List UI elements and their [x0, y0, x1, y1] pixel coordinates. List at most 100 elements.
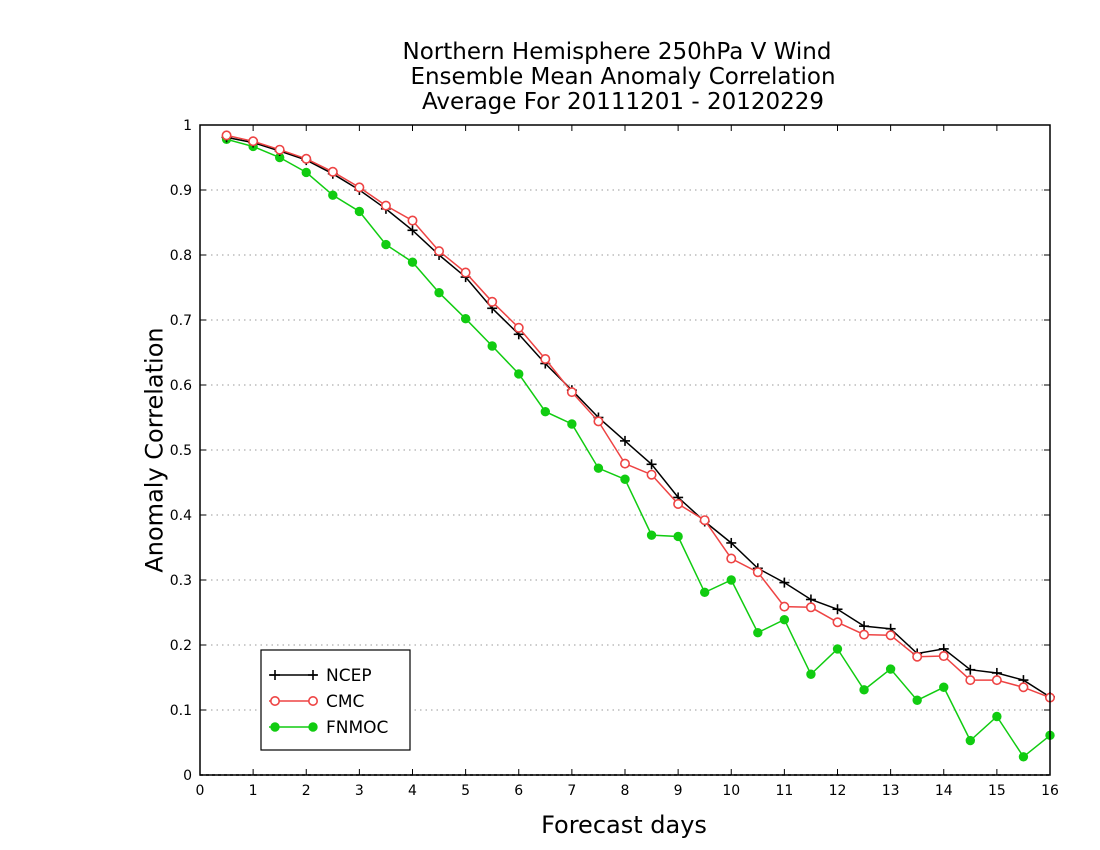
point-cmc	[699, 515, 710, 526]
series-line-cmc	[226, 134, 1051, 699]
x-tick-label: 14	[935, 783, 953, 799]
point-ncep	[620, 435, 630, 446]
point-fnmoc	[753, 627, 763, 638]
point-ncep	[646, 459, 657, 470]
series-ncep	[221, 132, 1055, 702]
point-fnmoc	[540, 406, 551, 417]
point-fnmoc	[514, 369, 524, 379]
title-line-2: Ensemble Mean Anomaly Correlation	[410, 64, 835, 90]
legend-label-cmc: CMC	[326, 692, 364, 712]
point-cmc	[487, 296, 498, 307]
point-cmc	[221, 130, 232, 141]
y-tick-label: 0.2	[170, 638, 192, 654]
point-cmc	[593, 416, 604, 427]
point-fnmoc	[1018, 752, 1029, 762]
point-fnmoc	[407, 257, 418, 267]
point-cmc	[779, 601, 790, 612]
y-tick-label: 0.9	[170, 183, 192, 199]
chart-title: Northern Hemisphere 250hPa V WindEnsembl…	[403, 39, 836, 115]
y-tick-label: 0.7	[170, 313, 192, 329]
point-fnmoc	[912, 695, 922, 705]
x-tick-label: 7	[567, 783, 576, 799]
x-tick-label: 3	[355, 783, 364, 799]
legend-label-ncep: NCEP	[326, 666, 372, 686]
legend-entry-fnmoc: FNMOC	[269, 718, 388, 738]
title-line-1: Northern Hemisphere 250hPa V Wind	[403, 39, 832, 65]
point-cmc	[912, 651, 923, 662]
x-tick-label: 1	[249, 783, 258, 799]
point-cmc	[938, 651, 949, 662]
point-fnmoc	[328, 190, 338, 200]
legend-marker-fnmoc	[270, 722, 280, 732]
y-tick-label: 0.6	[170, 378, 192, 394]
series-line-ncep	[226, 136, 1051, 698]
point-fnmoc	[992, 711, 1002, 722]
x-tick-label: 2	[302, 783, 311, 799]
x-tick-label: 8	[621, 783, 630, 799]
point-cmc	[991, 675, 1002, 686]
point-cmc	[885, 630, 896, 641]
point-fnmoc	[832, 644, 843, 654]
y-tick-label: 0	[183, 768, 192, 784]
point-fnmoc	[885, 664, 896, 674]
legend-marker-ncep	[308, 670, 318, 680]
point-ncep	[726, 537, 737, 548]
legend-entry-cmc: CMC	[269, 692, 364, 712]
point-cmc	[513, 322, 524, 333]
point-cmc	[354, 182, 365, 193]
point-cmc	[646, 469, 657, 480]
y-tick-label: 0.8	[170, 248, 192, 264]
point-cmc	[540, 353, 551, 364]
x-tick-label: 13	[882, 783, 900, 799]
x-tick-label: 4	[408, 783, 417, 799]
point-cmc	[832, 617, 843, 628]
x-tick-label: 11	[775, 783, 793, 799]
point-ncep	[965, 664, 976, 675]
point-cmc	[248, 136, 259, 147]
x-tick-label: 9	[674, 783, 683, 799]
point-ncep	[832, 604, 843, 615]
point-fnmoc	[354, 206, 365, 217]
legend-marker-cmc	[269, 695, 280, 706]
point-fnmoc	[939, 682, 949, 692]
x-tick-label: 0	[196, 783, 205, 799]
x-tick-label: 15	[988, 783, 1006, 799]
y-tick-label: 1	[183, 118, 192, 134]
point-fnmoc	[593, 463, 604, 473]
legend-marker-cmc	[307, 695, 318, 706]
point-fnmoc	[646, 530, 657, 540]
point-cmc	[1018, 682, 1029, 693]
point-cmc	[673, 498, 684, 509]
legend-box	[260, 649, 411, 751]
x-axis-label: Forecast days	[541, 811, 707, 839]
title-line-3: Average For 20111201 - 20120229	[422, 89, 824, 115]
point-fnmoc	[301, 167, 311, 178]
point-fnmoc	[726, 575, 736, 585]
y-tick-label: 0.5	[170, 443, 192, 459]
point-cmc	[619, 458, 630, 469]
point-ncep	[859, 621, 870, 632]
x-tick-label: 5	[461, 783, 470, 799]
point-cmc	[301, 153, 312, 164]
point-ncep	[407, 225, 418, 236]
series-lines	[221, 130, 1056, 762]
series-fnmoc	[221, 134, 1055, 762]
y-tick-label: 0.4	[170, 508, 192, 524]
point-fnmoc	[620, 474, 630, 484]
y-tick-label: 0.3	[170, 573, 192, 589]
point-fnmoc	[779, 614, 790, 625]
x-tick-label: 12	[829, 783, 847, 799]
legend-marker-ncep	[270, 670, 280, 680]
y-tick-label: 0.1	[170, 703, 192, 719]
x-tick-label: 16	[1041, 783, 1059, 799]
point-cmc	[380, 200, 391, 211]
point-fnmoc	[699, 587, 710, 598]
point-cmc	[460, 267, 471, 278]
point-fnmoc	[434, 288, 444, 298]
point-cmc	[274, 144, 285, 155]
point-cmc	[434, 246, 445, 257]
x-tick-label: 10	[722, 783, 740, 799]
series-cmc	[221, 130, 1056, 703]
point-cmc	[752, 567, 763, 578]
